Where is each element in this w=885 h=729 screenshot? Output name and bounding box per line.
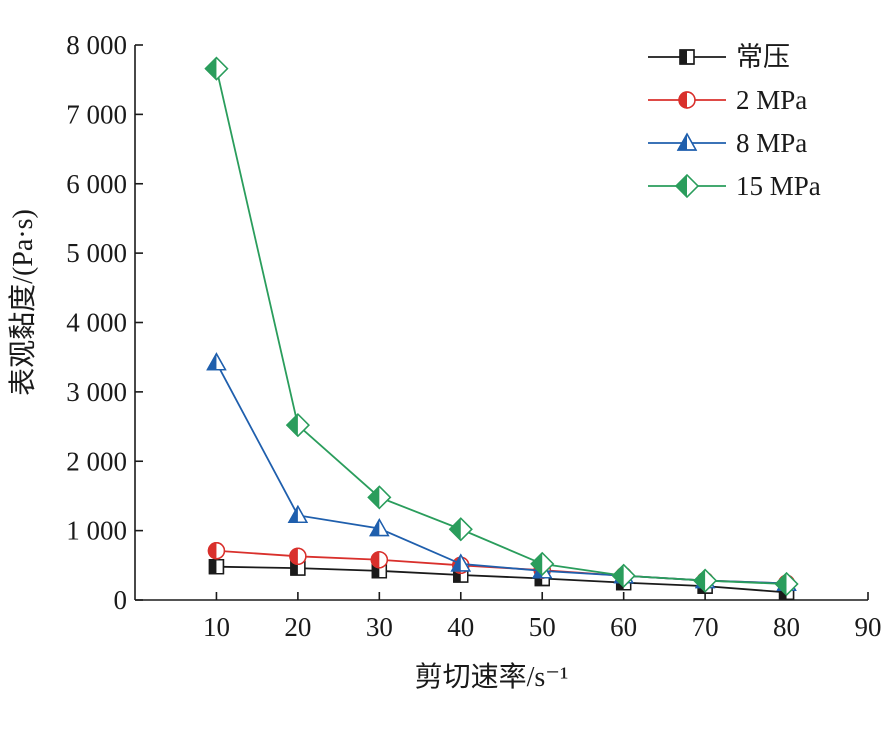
data-point [206,352,227,371]
y-tick-label: 5 000 [66,238,127,268]
data-point [207,542,226,560]
x-tick-label: 20 [284,612,311,642]
legend-label: 8 MPa [736,128,807,158]
data-point [289,547,307,565]
legend-marker [678,91,696,109]
legend-entry: 8 MPa [648,128,807,158]
data-point [290,560,306,576]
data-point [370,551,389,569]
data-point [693,568,718,593]
legend-entry: 2 MPa [648,85,807,115]
x-tick-label: 60 [610,612,637,642]
series-layer [204,56,799,601]
data-point [287,504,309,524]
series-line [216,565,787,594]
y-tick-label: 8 000 [66,30,127,60]
x-axis-title: 剪切速率/s⁻¹ [415,661,569,693]
axes: 0 1 000 2 000 3 000 4 000 5 000 6 000 7 000 8 00… [66,30,881,642]
legend-entry: 常压 [648,42,790,72]
y-tick-label: 7 000 [66,99,127,129]
legend-marker [675,174,699,198]
y-axis-title: 表观黏度/(Pa·s) [7,209,39,396]
data-point [367,485,392,510]
data-point [208,559,225,575]
legend-marker [679,49,695,65]
y-tick-label: 1 000 [66,516,127,546]
series-3 [204,56,799,597]
y-tick-label: 6 000 [66,169,127,199]
data-point [448,517,473,542]
x-tick-label: 80 [773,612,800,642]
legend-marker [676,132,698,151]
y-tick-label: 0 [114,585,128,615]
data-point [204,56,229,81]
legend-label: 2 MPa [736,85,807,115]
y-tick-label: 4 000 [66,308,127,338]
legend: 常压 2 MPa 8 MPa 15 MPa [648,42,821,201]
y-tick-label: 3 000 [66,377,127,407]
data-point [774,572,799,597]
data-point [611,563,636,588]
x-tick-label: 40 [447,612,474,642]
x-tick-label: 30 [366,612,393,642]
series-line [215,68,787,585]
data-point [450,553,471,572]
data-point [285,413,310,438]
x-tick-label: 50 [529,612,556,642]
legend-label: 常压 [736,42,790,72]
data-point [369,518,390,537]
x-tick-label: 10 [203,612,230,642]
legend-entry: 15 MPa [648,171,821,201]
y-tick-label: 2 000 [66,446,127,476]
x-tick-label: 90 [855,612,882,642]
x-tick-label: 70 [692,612,719,642]
data-point [530,551,555,576]
legend-label: 15 MPa [736,171,821,201]
